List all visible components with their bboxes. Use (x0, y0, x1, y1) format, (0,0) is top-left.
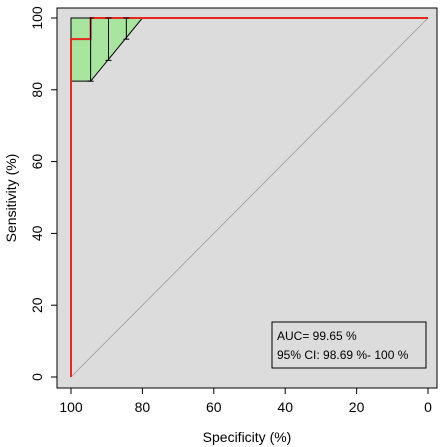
x-tick-label: 0 (424, 399, 432, 415)
y-axis-label: Sensitivity (%) (3, 154, 19, 243)
auc-legend-box: AUC= 99.65 % 95% CI: 98.69 %- 100 % (271, 321, 427, 369)
ci-text: 95% CI: 98.69 %- 100 % (277, 348, 409, 362)
x-tick-label: 60 (206, 399, 222, 415)
reference-diagonal (70, 17, 429, 378)
y-tick-label: 100 (29, 6, 45, 30)
y-tick-label: 0 (29, 373, 45, 381)
x-tick-label: 80 (135, 399, 151, 415)
x-tick-label: 100 (59, 399, 83, 415)
plot-background (57, 8, 437, 388)
y-tick-label: 40 (29, 225, 45, 241)
y-tick-label: 60 (29, 154, 45, 170)
auc-text: AUC= 99.65 % (277, 329, 357, 343)
x-axis-label: Specificity (%) (203, 429, 292, 445)
y-tick-label: 80 (29, 82, 45, 98)
x-tick-label: 40 (277, 399, 293, 415)
y-tick-label: 20 (29, 297, 45, 313)
x-tick-label: 20 (349, 399, 365, 415)
